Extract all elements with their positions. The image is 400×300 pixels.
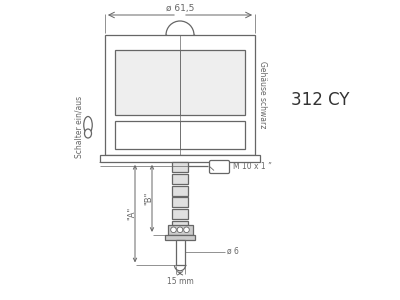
Bar xyxy=(172,186,188,196)
Circle shape xyxy=(184,227,189,232)
Text: 312 CY: 312 CY xyxy=(291,91,349,109)
Bar xyxy=(115,50,245,115)
Circle shape xyxy=(177,227,183,232)
Bar xyxy=(100,155,260,162)
Text: 15 mm: 15 mm xyxy=(167,277,193,286)
Bar xyxy=(172,197,188,207)
Ellipse shape xyxy=(84,116,92,134)
Text: "A": "A" xyxy=(128,207,136,220)
Bar xyxy=(115,121,245,149)
Bar xyxy=(176,240,184,265)
Circle shape xyxy=(171,227,176,232)
Bar xyxy=(172,221,188,231)
Bar xyxy=(105,35,255,155)
Bar xyxy=(172,174,188,184)
Bar xyxy=(168,225,192,235)
Text: M 10 x 1 ”: M 10 x 1 ” xyxy=(233,162,272,171)
Bar xyxy=(172,209,188,219)
Text: "B": "B" xyxy=(144,192,154,205)
Text: ø 61,5: ø 61,5 xyxy=(166,4,194,13)
Text: Gehäuse schwarz: Gehäuse schwarz xyxy=(258,61,266,129)
Text: Schalter ein/aus: Schalter ein/aus xyxy=(74,96,84,158)
Bar xyxy=(165,235,195,240)
Ellipse shape xyxy=(84,129,92,138)
Bar xyxy=(172,162,188,172)
FancyBboxPatch shape xyxy=(210,160,230,173)
Text: ø 6: ø 6 xyxy=(227,247,239,256)
